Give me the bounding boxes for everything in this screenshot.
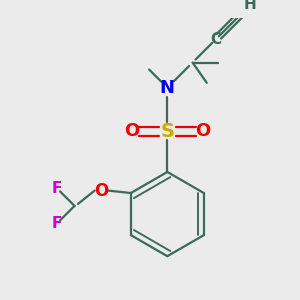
Text: F: F (52, 181, 62, 196)
Text: O: O (94, 182, 108, 200)
Text: O: O (124, 122, 139, 140)
Text: H: H (244, 0, 257, 12)
Text: S: S (160, 122, 174, 141)
Text: O: O (195, 122, 211, 140)
Text: N: N (160, 79, 175, 97)
Text: C: C (210, 32, 221, 47)
Text: F: F (52, 216, 62, 231)
